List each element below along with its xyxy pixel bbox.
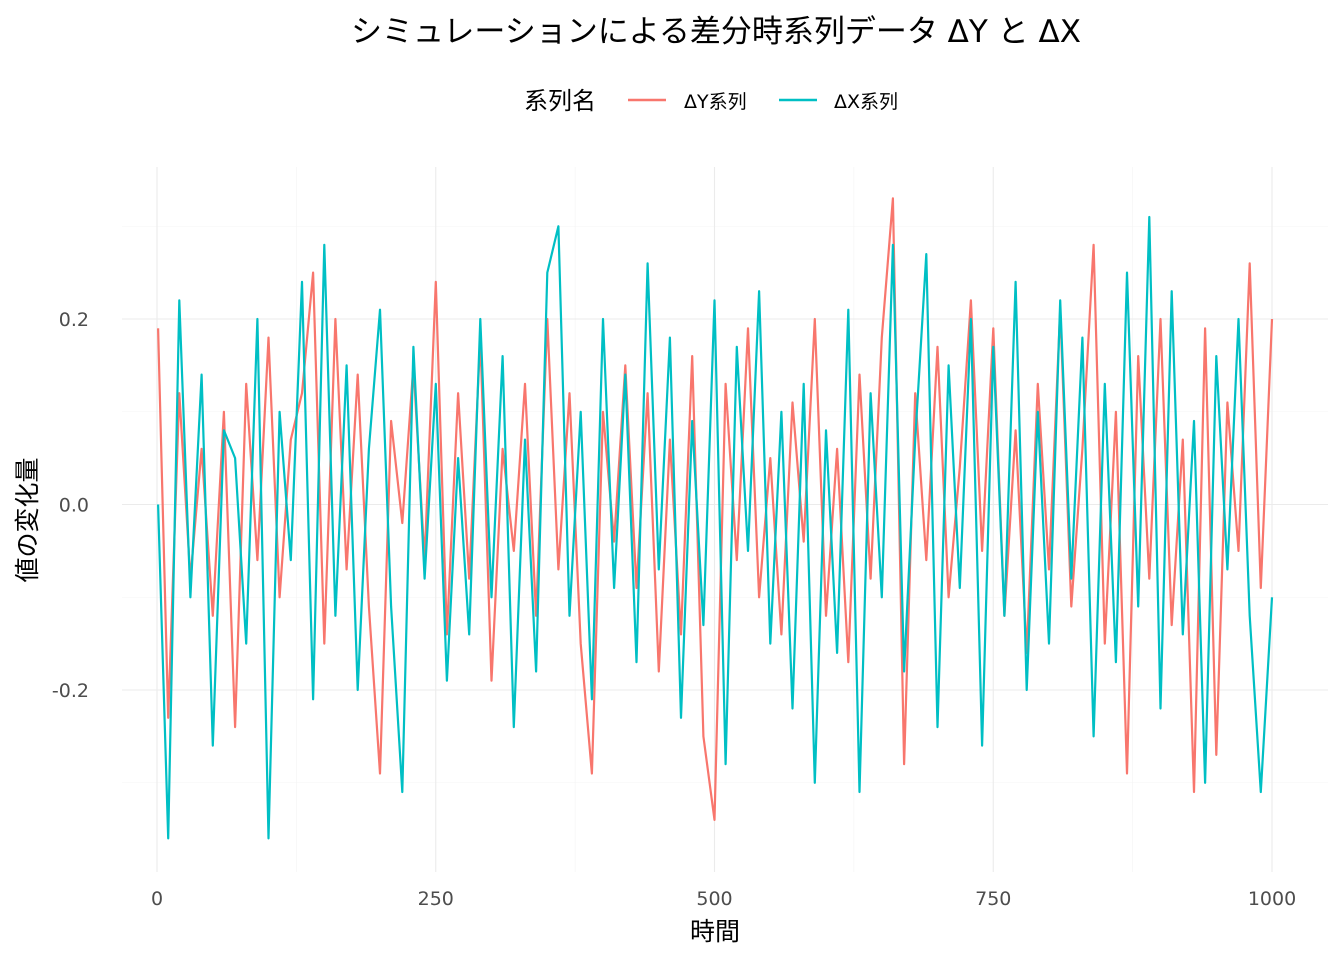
x-axis: 0 250 500 750 1000 xyxy=(151,888,1296,910)
x-tick-label: 1000 xyxy=(1248,888,1296,910)
y-tick-label: 0.2 xyxy=(59,309,89,331)
chart-title: シミュレーションによる差分時系列データ ΔY と ΔX xyxy=(351,14,1081,50)
series-line-dy xyxy=(157,197,1274,822)
legend-title: 系列名 xyxy=(524,87,596,115)
x-tick-label: 750 xyxy=(975,888,1011,910)
plot-panel xyxy=(122,167,1328,872)
legend-label-dx: ΔX系列 xyxy=(834,91,898,113)
series-lines xyxy=(157,197,1274,840)
legend-label-dy: ΔY系列 xyxy=(684,91,747,113)
x-tick-label: 500 xyxy=(696,888,732,910)
legend: 系列名 ΔY系列 ΔX系列 xyxy=(524,87,898,115)
y-tick-label: 0.0 xyxy=(59,495,89,517)
x-tick-label: 250 xyxy=(418,888,454,910)
series-line-dx xyxy=(157,215,1274,840)
y-tick-label: -0.2 xyxy=(52,680,89,702)
x-axis-title: 時間 xyxy=(690,917,740,946)
y-axis-title: 値の変化量 xyxy=(13,457,42,582)
y-axis: -0.2 0.0 0.2 xyxy=(52,309,89,702)
x-tick-label: 0 xyxy=(151,888,163,910)
